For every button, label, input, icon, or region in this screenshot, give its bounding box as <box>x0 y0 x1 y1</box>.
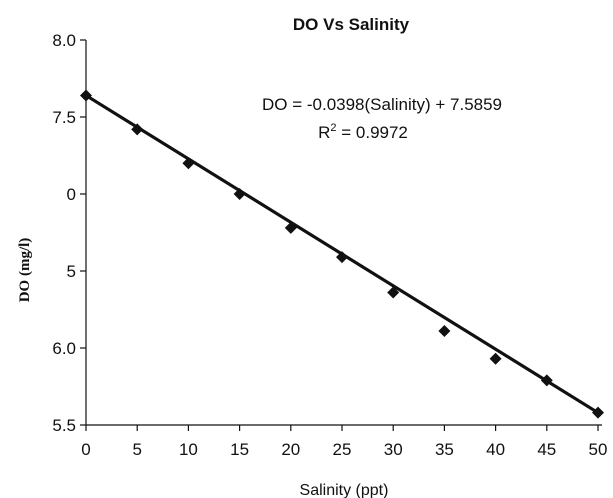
data-point <box>438 325 451 338</box>
r-squared-value: = 0.9972 <box>337 123 408 142</box>
x-axis-ticks: 0 5 10 15 20 25 30 35 40 45 50 <box>81 425 607 459</box>
x-tick-label: 0 <box>81 440 90 459</box>
x-tick-label: 20 <box>281 440 300 459</box>
r-squared-prefix: R <box>318 123 330 142</box>
y-tick-label: 8.0 <box>52 31 76 50</box>
y-tick-label: 7.5 <box>52 108 76 127</box>
y-tick-label: 5.5 <box>52 416 76 435</box>
x-tick-label: 35 <box>435 440 454 459</box>
r-squared-sup: 2 <box>330 122 336 134</box>
data-point <box>336 251 348 264</box>
r-squared: R2 = 0.9972 <box>318 122 408 142</box>
x-tick-label: 30 <box>384 440 403 459</box>
data-point <box>131 123 144 136</box>
chart-title: DO Vs Salinity <box>293 15 410 34</box>
y-tick-label: 6.0 <box>52 339 76 358</box>
data-point <box>540 374 553 387</box>
data-point <box>592 406 604 419</box>
x-tick-label: 45 <box>537 440 556 459</box>
x-tick-label: 10 <box>179 440 198 459</box>
y-axis-label: DO (mg/l) <box>17 238 33 303</box>
data-point <box>233 188 246 200</box>
x-tick-label: 5 <box>132 440 141 459</box>
x-axis-label: Salinity (ppt) <box>300 482 389 498</box>
x-tick-label: 50 <box>589 440 608 459</box>
x-tick-label: 40 <box>486 440 505 459</box>
x-tick-label: 15 <box>230 440 249 459</box>
x-tick-label: 25 <box>333 440 352 459</box>
regression-equation: DO = -0.0398(Salinity) + 7.5859 <box>262 95 502 114</box>
y-axis-ticks: 8.0 7.5 0 5 6.0 5.5 <box>52 31 86 435</box>
data-point <box>387 286 400 299</box>
data-points <box>80 89 604 419</box>
y-tick-label: 0 <box>67 185 76 204</box>
data-point <box>182 157 195 170</box>
y-tick-label: 5 <box>67 262 76 281</box>
data-point <box>284 221 297 234</box>
data-point <box>80 89 92 102</box>
data-point <box>489 352 502 365</box>
